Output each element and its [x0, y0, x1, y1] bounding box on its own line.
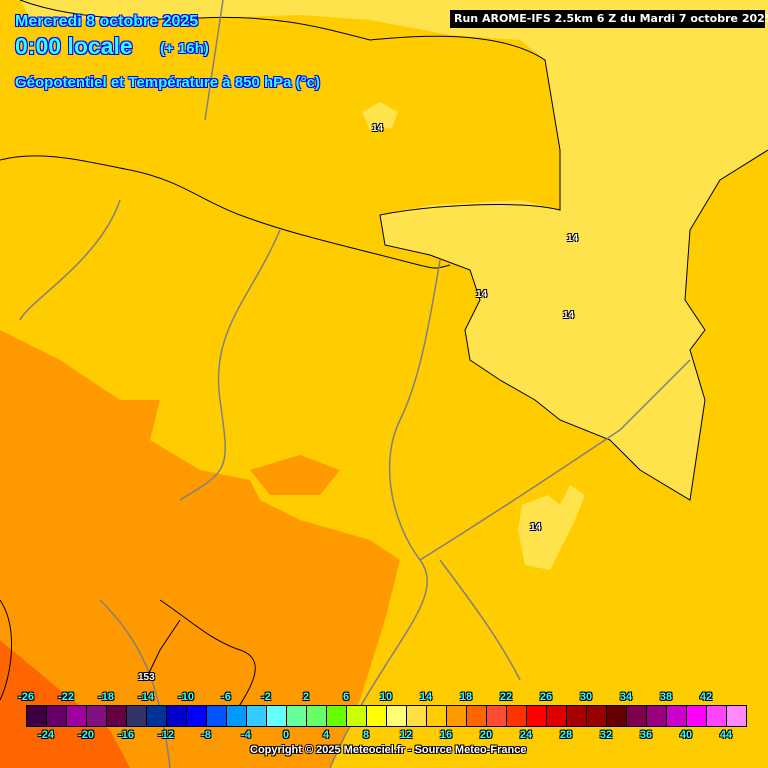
scale-label-top: 22 — [499, 691, 513, 703]
forecast-offset: (+ 16h) — [160, 40, 209, 57]
color-scale-cell — [107, 706, 127, 726]
scale-label-bottom: 36 — [639, 729, 653, 741]
scale-label-top: -26 — [18, 691, 34, 703]
color-scale-cell — [167, 706, 187, 726]
color-scale-cell — [607, 706, 627, 726]
color-scale-cell — [707, 706, 727, 726]
color-scale-cell — [247, 706, 267, 726]
isoline-label: 14 — [567, 233, 579, 244]
color-scale-cell — [147, 706, 167, 726]
forecast-time: 0:00 locale — [15, 33, 133, 59]
color-scale-cell — [347, 706, 367, 726]
zone-18-20 — [0, 330, 400, 768]
color-scale-cell — [667, 706, 687, 726]
color-scale-cell — [727, 706, 746, 726]
country-border — [19, 0, 691, 768]
isoline-label: 14 — [530, 522, 542, 533]
color-scale-cell — [447, 706, 467, 726]
isoline-153 — [147, 619, 181, 676]
isoline-label: 14 — [563, 310, 575, 321]
scale-label-bottom: -16 — [118, 729, 134, 741]
coastline — [19, 0, 768, 501]
color-scale-cell — [627, 706, 647, 726]
color-scale-cell — [267, 706, 287, 726]
color-scale-cell — [47, 706, 67, 726]
color-scale-cell — [407, 706, 427, 726]
scale-label-bottom: 28 — [559, 729, 573, 741]
scale-label-top: 26 — [539, 691, 553, 703]
scale-label-top: -18 — [98, 691, 114, 703]
scale-label-bottom: 44 — [719, 729, 733, 741]
scale-label-bottom: -20 — [78, 729, 94, 741]
color-scale-cell — [427, 706, 447, 726]
scale-label-bottom: 12 — [399, 729, 413, 741]
color-scale-cell — [227, 706, 247, 726]
color-scale-cell — [687, 706, 707, 726]
scale-label-bottom: 40 — [679, 729, 693, 741]
color-scale-cell — [327, 706, 347, 726]
scale-label-top: 10 — [379, 691, 393, 703]
color-scale-cell — [647, 706, 667, 726]
color-scale-cell — [467, 706, 487, 726]
scale-label-top: 34 — [619, 691, 633, 703]
zone-14-16-island — [362, 102, 398, 130]
color-scale-cell — [307, 706, 327, 726]
scale-label-bottom: 24 — [519, 729, 533, 741]
scale-label-top: -10 — [178, 691, 194, 703]
zone-14-16-island — [518, 485, 585, 570]
scale-label-top: -22 — [58, 691, 74, 703]
scale-label-top: 30 — [579, 691, 593, 703]
color-scale-cell — [27, 706, 47, 726]
scale-label-top: -14 — [138, 691, 154, 703]
color-scale-cell — [527, 706, 547, 726]
color-scale-cell — [387, 706, 407, 726]
scale-label-bottom: 4 — [322, 729, 330, 741]
scale-label-bottom: 8 — [362, 729, 370, 741]
scale-label-bottom: -8 — [201, 729, 211, 741]
scale-label-top: 14 — [419, 691, 433, 703]
zone-18-20-patch — [250, 455, 340, 495]
zone-20-22 — [0, 640, 130, 768]
color-scale-cell — [547, 706, 567, 726]
scale-label-bottom: 20 — [479, 729, 493, 741]
parameter-title: Géopotentiel et Température à 850 hPa (°… — [15, 74, 320, 91]
scale-label-bottom: -24 — [38, 729, 54, 741]
scale-label-top: -2 — [261, 691, 271, 703]
isoline-label: 14 — [476, 289, 488, 300]
color-scale-cell — [567, 706, 587, 726]
scale-label-bottom: -4 — [241, 729, 251, 741]
color-scale-cell — [87, 706, 107, 726]
color-scale-cell — [287, 706, 307, 726]
scale-label-bottom: 16 — [439, 729, 453, 741]
run-info: Run AROME-IFS 2.5km 6 Z du Mardi 7 octob… — [450, 10, 768, 28]
isoline-label: 14 — [372, 123, 384, 134]
color-scale-cell — [207, 706, 227, 726]
color-scale-cell — [507, 706, 527, 726]
forecast-date: Mercredi 8 octobre 2025 — [15, 13, 199, 30]
scale-label-bottom: -12 — [158, 729, 174, 741]
color-scale-cell — [487, 706, 507, 726]
scale-label-top: -6 — [221, 691, 231, 703]
copyright: Copyright © 2025 Meteociel.fr - Source M… — [250, 744, 527, 756]
scale-label-top: 6 — [342, 691, 350, 703]
color-scale-cell — [367, 706, 387, 726]
scale-label-top: 42 — [699, 691, 713, 703]
coastline-north — [0, 155, 451, 269]
zone-14-16 — [20, 0, 768, 500]
scale-label-top: 38 — [659, 691, 673, 703]
coastline-south — [0, 599, 256, 721]
color-scale-cell — [587, 706, 607, 726]
color-scale-cell — [67, 706, 87, 726]
color-scale-cell — [187, 706, 207, 726]
isoline-label: 153 — [138, 672, 155, 683]
scale-label-bottom: 0 — [282, 729, 290, 741]
scale-label-top: 18 — [459, 691, 473, 703]
color-scale — [26, 705, 747, 727]
scale-label-bottom: 32 — [599, 729, 613, 741]
color-scale-cell — [127, 706, 147, 726]
scale-label-top: 2 — [302, 691, 310, 703]
